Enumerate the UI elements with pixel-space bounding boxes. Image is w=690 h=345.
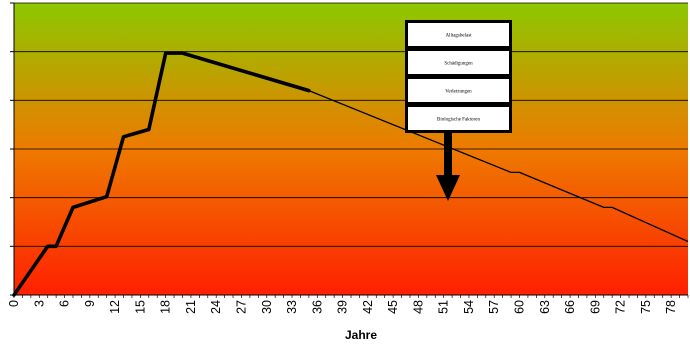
x-tick-label: 15 (133, 300, 147, 314)
x-tick-label: 27 (234, 300, 248, 314)
x-tick-label: 33 (285, 300, 299, 314)
x-tick-label: 51 (437, 300, 451, 314)
factor-box-label: Schädigungen (444, 62, 473, 67)
data-series (12, 51, 689, 297)
factor-box (408, 51, 509, 74)
x-tick-label: 18 (159, 300, 173, 314)
arrow-shaft (444, 133, 452, 177)
x-tick-label: 9 (83, 300, 97, 307)
x-tick-label: 78 (664, 300, 678, 314)
x-tick-label: 6 (58, 300, 72, 307)
x-tick-label: 57 (487, 300, 501, 314)
downward-arrow (436, 133, 460, 201)
x-tick-label: 3 (32, 300, 46, 307)
x-tick-label: 75 (639, 300, 653, 314)
x-tick-label: 69 (588, 300, 602, 314)
x-tick-label: 24 (209, 300, 223, 314)
x-tick-label: 42 (361, 300, 375, 314)
x-tick-label: 48 (411, 300, 425, 314)
factor-box-stack: Alltagsbelast Schädigungen Verletzungen Bio… (405, 20, 512, 133)
factor-box (408, 79, 509, 102)
x-tick-labels: 0 3 6 9 12 15 18 21 24 27 30 33 36 39 42 45 48 51 54 57 60 63… (7, 300, 678, 314)
x-axis-label: Jahre (345, 328, 377, 342)
x-tick-label: 36 (310, 300, 324, 314)
x-tick-label: 63 (538, 300, 552, 314)
x-tick-label: 30 (260, 300, 274, 314)
axes (10, 2, 689, 298)
factor-box (408, 107, 509, 130)
x-tick-label: 45 (386, 300, 400, 314)
x-tick-label: 39 (336, 300, 350, 314)
x-tick-label: 0 (7, 300, 21, 307)
x-tick-label: 66 (563, 300, 577, 314)
x-tick-label: 60 (513, 300, 527, 314)
factor-box-label: Biologische Faktoren (437, 118, 480, 123)
arrow-head (436, 175, 460, 201)
factor-box-label: Alltagsbelast (445, 34, 472, 39)
x-tick-label: 21 (184, 300, 198, 314)
gridlines (14, 2, 688, 247)
factor-box (408, 23, 509, 46)
factor-box-label: Verletzungen (445, 90, 472, 95)
series-line-thin (308, 89, 689, 243)
x-tick-label: 72 (614, 300, 628, 314)
x-tick-label: 54 (462, 300, 476, 314)
x-tick-label: 12 (108, 300, 122, 314)
series-line-thick (12, 51, 311, 297)
